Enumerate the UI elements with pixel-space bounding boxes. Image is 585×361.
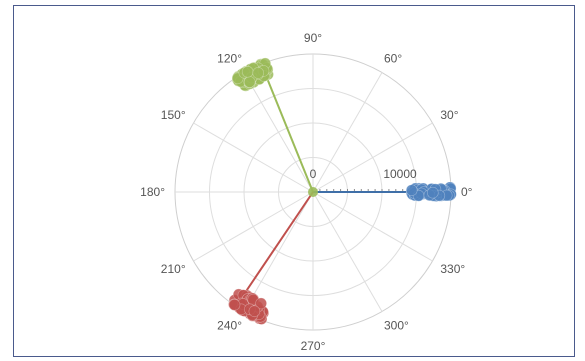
grid-spoke — [312, 191, 383, 312]
angle-tick-label: 180° — [140, 185, 165, 199]
data-point — [255, 297, 267, 310]
grid-spoke — [312, 72, 383, 193]
data-point — [426, 186, 439, 199]
data-point — [243, 76, 256, 88]
angle-tick-label: 330° — [440, 262, 465, 276]
angle-tick-label: 60° — [384, 52, 402, 66]
angle-tick-label: 30° — [440, 108, 458, 122]
angle-tick-label: 120° — [217, 52, 242, 66]
grid-spoke — [312, 122, 433, 193]
data-point — [248, 305, 261, 318]
data-point — [405, 184, 418, 196]
angle-tick-label: 0° — [461, 185, 473, 199]
grid-spoke — [193, 122, 314, 193]
chart-frame: 0° 30° 60° 90° 120° 150° 180° 210° 240° 270° 300° 3… — [13, 5, 575, 357]
angle-tick-label: 90° — [304, 31, 322, 45]
grid-spoke — [243, 191, 314, 312]
grid-spoke — [312, 191, 433, 262]
angle-tick-label: 270° — [301, 339, 326, 353]
series-3 — [228, 191, 314, 325]
data-point — [241, 66, 254, 78]
data-point — [252, 67, 264, 79]
series-1 — [313, 181, 457, 202]
data-point — [228, 298, 241, 311]
series-line — [238, 191, 314, 302]
series-line — [264, 73, 314, 193]
angle-tick-label: 150° — [161, 108, 186, 122]
series-layer — [228, 57, 457, 325]
polar-chart: 0° 30° 60° 90° 120° 150° 180° 210° 240° 270° 300° 3… — [140, 31, 473, 353]
origin-marker — [308, 187, 318, 197]
radial-tick-label: 0 — [310, 167, 317, 181]
series-2 — [231, 57, 314, 193]
angle-tick-label: 240° — [217, 318, 242, 332]
angle-tick-label: 300° — [384, 318, 409, 332]
angle-tick-label: 210° — [161, 262, 186, 276]
label-layer: 0° 30° 60° 90° 120° 150° 180° 210° 240° 270° 300° 3… — [140, 31, 473, 353]
grid-spoke — [243, 72, 314, 193]
radial-tick-label: 10000 — [383, 167, 417, 181]
grid-spoke — [193, 191, 314, 262]
